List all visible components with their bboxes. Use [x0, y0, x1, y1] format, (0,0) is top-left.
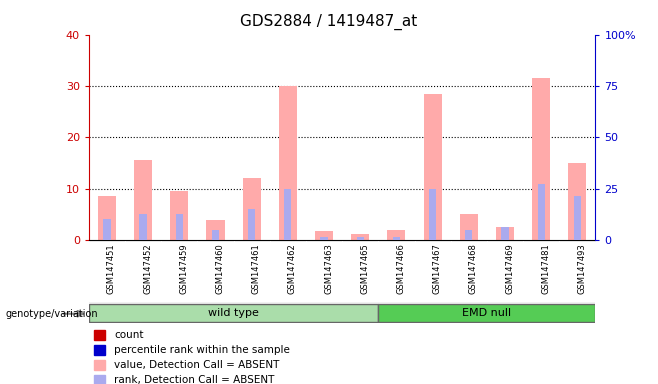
Text: GSM147460: GSM147460 [216, 243, 224, 294]
Text: percentile rank within the sample: percentile rank within the sample [114, 345, 290, 355]
Bar [574, 196, 581, 240]
Bar [357, 237, 364, 240]
Bar [248, 209, 255, 240]
Bar [569, 163, 586, 240]
Bar [460, 214, 478, 240]
Text: value, Detection Call = ABSENT: value, Detection Call = ABSENT [114, 360, 280, 370]
Text: genotype/variation: genotype/variation [5, 310, 98, 319]
Bar [94, 330, 105, 340]
Bar [207, 220, 224, 240]
Text: EMD null: EMD null [463, 308, 511, 318]
Text: GSM147467: GSM147467 [433, 243, 442, 294]
Bar [94, 360, 105, 370]
Text: GSM147461: GSM147461 [251, 243, 261, 294]
Text: count: count [114, 330, 143, 340]
Bar [532, 78, 550, 240]
Text: rank, Detection Call = ABSENT: rank, Detection Call = ABSENT [114, 375, 274, 384]
Bar [393, 237, 400, 240]
Bar [388, 230, 405, 240]
Bar [424, 94, 442, 240]
Bar [89, 305, 378, 322]
Text: wild type: wild type [208, 308, 259, 318]
Bar [279, 86, 297, 240]
Text: GDS2884 / 1419487_at: GDS2884 / 1419487_at [240, 13, 418, 30]
Text: GSM147459: GSM147459 [179, 243, 188, 294]
Bar [496, 227, 514, 240]
Text: GSM147468: GSM147468 [468, 243, 478, 294]
Text: GSM147466: GSM147466 [396, 243, 405, 294]
Bar [429, 189, 436, 240]
Bar [538, 184, 545, 240]
Bar [378, 305, 595, 322]
Text: GSM147452: GSM147452 [143, 243, 152, 294]
Text: GSM147465: GSM147465 [361, 243, 369, 294]
Bar [176, 214, 183, 240]
Bar [320, 237, 328, 240]
Bar [103, 220, 111, 240]
Text: GSM147493: GSM147493 [578, 243, 586, 294]
Bar [501, 227, 509, 240]
Text: GSM147462: GSM147462 [288, 243, 297, 294]
Text: GSM147469: GSM147469 [505, 243, 514, 294]
Bar [170, 191, 188, 240]
Bar [315, 231, 333, 240]
Bar [351, 234, 369, 240]
Bar [94, 345, 105, 355]
Bar [465, 230, 472, 240]
Text: GSM147451: GSM147451 [107, 243, 116, 294]
Text: GSM147481: GSM147481 [541, 243, 550, 294]
Bar [212, 230, 219, 240]
Bar [134, 161, 152, 240]
Bar [139, 214, 147, 240]
Bar [98, 196, 116, 240]
Bar [243, 178, 261, 240]
Bar [284, 189, 291, 240]
Bar [94, 375, 105, 384]
Text: GSM147463: GSM147463 [324, 243, 333, 294]
